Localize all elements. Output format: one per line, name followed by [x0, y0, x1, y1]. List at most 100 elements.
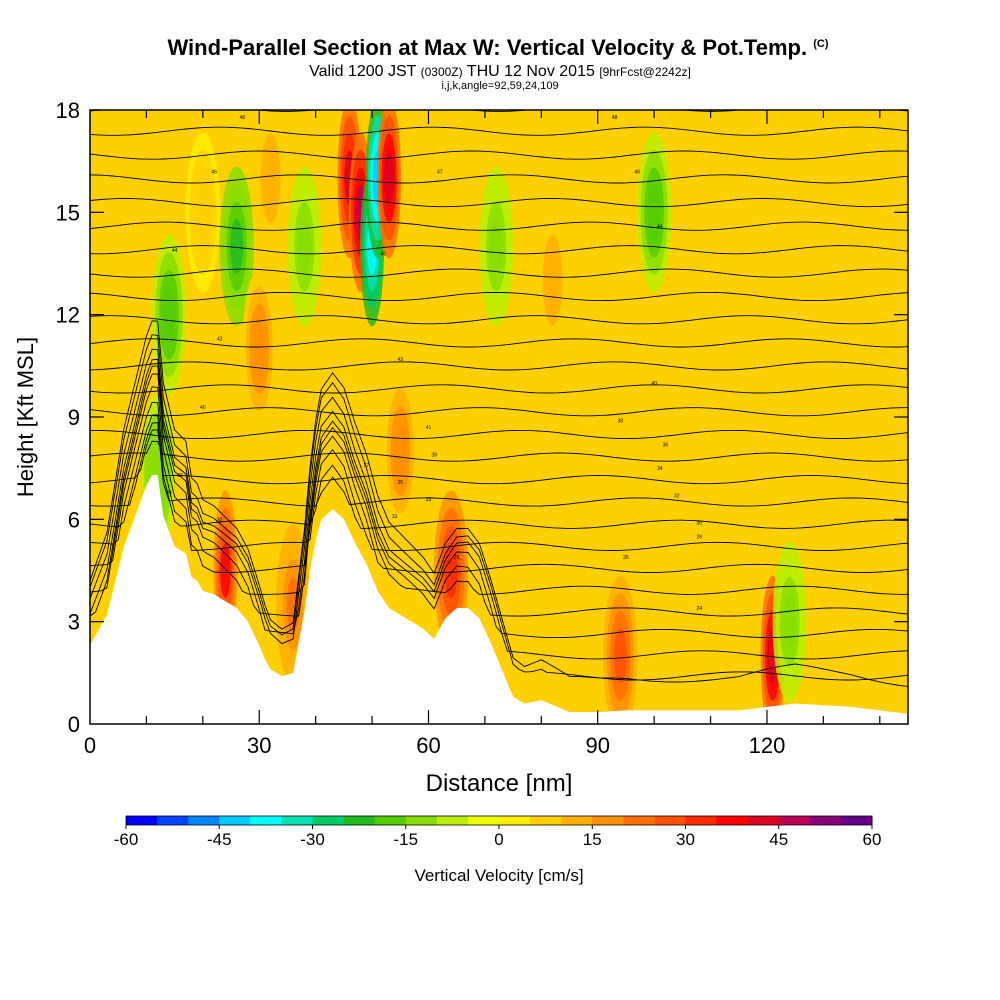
colorbar-swatch: [685, 816, 718, 825]
theta-contour: [90, 126, 908, 136]
theta-contour-label: 36: [177, 473, 183, 479]
potential-temperature-contours: [90, 31, 908, 687]
colorbar-tick-label: -30: [300, 830, 325, 849]
colorbar-swatch: [343, 816, 376, 825]
theta-contour-label: 44: [172, 248, 178, 254]
colorbar-swatch: [561, 816, 593, 825]
theta-contour-label: 24: [696, 606, 702, 612]
colorbar-swatch: [219, 816, 251, 825]
theta-contour-label: 38: [618, 418, 624, 424]
theta-contour: [90, 245, 908, 255]
colorbar-tick-label: -60: [114, 830, 139, 849]
colorbar-swatch: [405, 816, 438, 825]
x-tick-label: 90: [585, 733, 609, 758]
theta-contour-label: 37: [364, 463, 370, 469]
theta-contour: [90, 221, 908, 231]
colorbar-tick-label: 45: [769, 830, 788, 849]
velocity-cell: [783, 594, 797, 650]
colorbar-swatch: [530, 816, 562, 825]
colorbar-tick-label: -45: [207, 830, 232, 849]
colorbar-swatch: [126, 816, 158, 825]
theta-contour: [90, 440, 908, 462]
y-axis-label: Height [Kft MSL]: [13, 337, 38, 497]
y-tick-label: 18: [56, 98, 80, 123]
copyright-mark: (C): [813, 38, 829, 50]
colorbar-swatch: [467, 816, 500, 825]
colorbar-swatch: [374, 816, 407, 825]
theta-contour-label: 30: [696, 521, 702, 527]
x-tick-label: 0: [84, 733, 96, 758]
theta-contour-label: 36: [663, 442, 669, 448]
theta-contour-label: 43: [397, 357, 403, 363]
velocity-cell: [489, 218, 503, 274]
theta-contour: [90, 150, 908, 160]
colorbar-swatch: [716, 816, 749, 825]
y-tick-label: 9: [68, 405, 80, 430]
velocity-cell: [647, 184, 661, 240]
theta-contour: [90, 79, 908, 87]
colorbar-tick-label: 0: [494, 830, 503, 849]
theta-contour: [90, 401, 908, 551]
theta-contour-label: 45: [381, 251, 387, 257]
colorbar-swatch: [623, 816, 655, 825]
velocity-cell: [162, 287, 176, 343]
theta-contour-label: 32: [217, 517, 223, 523]
colorbar: -60 -45 -30 -15 0 15 30 45 60: [114, 815, 881, 849]
theta-contour-label: 47: [437, 169, 443, 175]
theta-contour-label: 31: [392, 514, 398, 520]
y-tick-label: 15: [56, 200, 80, 225]
colorbar-tick-label: 30: [676, 830, 695, 849]
colorbar-swatch: [840, 816, 873, 825]
theta-contour-label: 34: [657, 466, 663, 472]
x-tick-label: 120: [749, 733, 786, 758]
theta-contour: [90, 429, 908, 440]
colorbar-swatch: [157, 816, 189, 825]
colorbar-swatch: [436, 816, 469, 825]
valid-time: Valid 1200 JST: [309, 63, 417, 80]
theta-contour-label: 42: [217, 337, 223, 343]
theta-contour: [90, 386, 908, 573]
y-tick-label: 3: [68, 610, 80, 635]
theta-contour-label: 44: [657, 224, 663, 230]
colorbar-swatch: [654, 816, 686, 825]
colorbar-label: Vertical Velocity [cm/s]: [414, 866, 583, 885]
colorbar-swatch: [809, 816, 842, 825]
velocity-cell: [252, 321, 266, 377]
x-axis: 0 30 60 90 120: [84, 110, 881, 758]
theta-contour: [90, 338, 908, 348]
valid-time-utc: (0300Z): [420, 65, 463, 79]
chart-title: Wind-Parallel Section at Max W: Vertical…: [0, 36, 998, 64]
theta-contour: [90, 361, 908, 371]
theta-contour-label: 48: [240, 115, 246, 121]
theta-contour: [90, 268, 908, 278]
velocity-cell: [196, 184, 210, 240]
theta-contour: [90, 373, 908, 595]
theta-contour: [90, 429, 908, 485]
x-axis-label: Distance [nm]: [426, 770, 573, 797]
colorbar-swatch: [281, 816, 313, 825]
theta-contour: [90, 384, 908, 394]
colorbar-swatch: [747, 816, 780, 825]
theta-contour-label: 28: [696, 534, 702, 540]
theta-contour: [90, 365, 908, 617]
theta-contour-label: 48: [612, 115, 618, 121]
theta-contour: [90, 55, 908, 63]
x-tick-label: 30: [247, 733, 271, 758]
colorbar-swatch: [592, 816, 624, 825]
theta-contour-label: 40: [200, 405, 206, 411]
colorbar-tick-label: -15: [393, 830, 418, 849]
chart-subtitle: Valid 1200 JST (0300Z) THU 12 Nov 2015 […: [0, 64, 1000, 80]
theta-contour: [90, 291, 908, 302]
theta-contour: [90, 198, 908, 208]
colorbar-swatch: [499, 816, 531, 825]
theta-contour: [90, 31, 908, 39]
y-tick-label: 12: [56, 303, 80, 328]
theta-contour: [90, 358, 908, 639]
theta-contour: [90, 174, 908, 184]
theta-contour-label: 33: [426, 497, 432, 503]
theta-contour-label: 35: [397, 480, 403, 486]
potential-temperature-labels: 48 46 44 42 40 38 36 34 32 47 45 43 41 39 37 35 33 31 29 48…: [161, 115, 703, 612]
colorbar-swatch: [250, 816, 282, 825]
velocity-cell: [264, 150, 278, 206]
